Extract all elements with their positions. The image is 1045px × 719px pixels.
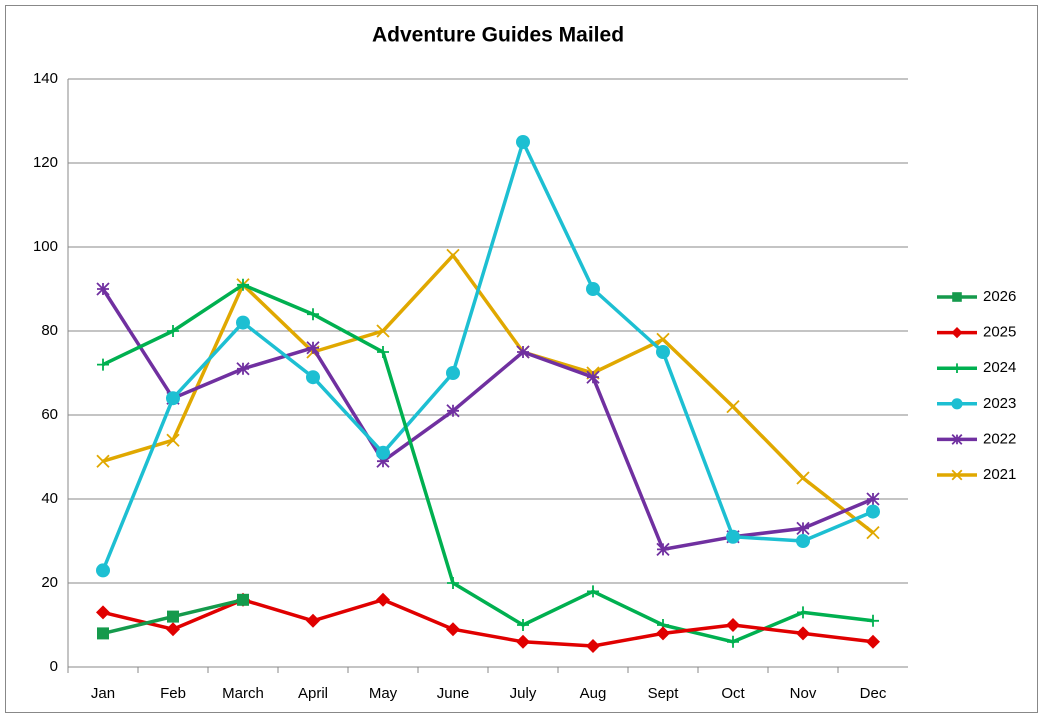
marker — [447, 577, 459, 589]
marker — [306, 341, 320, 355]
legend-label: 2023 — [983, 395, 1016, 412]
x-tick-label: July — [510, 685, 537, 702]
marker — [306, 613, 320, 628]
y-tick-label: 80 — [41, 322, 58, 339]
marker — [166, 391, 180, 406]
marker — [726, 529, 740, 544]
marker — [236, 362, 250, 376]
marker — [797, 606, 809, 619]
x-tick-label: May — [369, 685, 398, 702]
marker — [656, 332, 670, 347]
marker — [166, 433, 180, 447]
marker — [516, 345, 530, 359]
marker — [656, 626, 670, 641]
marker — [97, 627, 109, 640]
y-tick-label: 20 — [41, 574, 58, 591]
legend-marker — [952, 363, 962, 373]
x-tick-label: April — [298, 685, 328, 702]
series-line — [101, 140, 874, 572]
marker — [796, 626, 810, 641]
marker — [656, 345, 670, 359]
x-tick-label: June — [437, 685, 470, 702]
marker — [866, 492, 880, 506]
marker — [237, 278, 249, 291]
legend-marker — [951, 433, 963, 445]
marker — [727, 635, 739, 648]
marker — [446, 404, 460, 418]
x-tick-label: Nov — [790, 685, 817, 702]
marker — [796, 521, 810, 536]
chart-border — [5, 5, 1038, 713]
marker — [796, 471, 810, 485]
legend-marker — [952, 292, 962, 302]
x-tick-label: Aug — [580, 685, 607, 702]
y-tick-label: 120 — [33, 154, 58, 171]
marker — [377, 346, 389, 358]
legend-label: 2022 — [983, 430, 1016, 447]
legend-label: 2024 — [983, 359, 1016, 376]
marker — [96, 282, 110, 296]
marker — [516, 634, 530, 649]
x-tick-label: Oct — [721, 685, 745, 702]
marker — [517, 619, 529, 631]
series-line — [102, 283, 874, 644]
y-tick-label: 60 — [41, 406, 58, 423]
legend-label: 2026 — [983, 288, 1016, 305]
marker — [166, 622, 180, 637]
marker — [866, 525, 880, 540]
marker — [376, 592, 390, 607]
marker — [587, 585, 599, 598]
y-tick-label: 140 — [33, 70, 58, 87]
legend-marker — [951, 469, 963, 481]
marker — [96, 454, 110, 468]
marker — [167, 610, 179, 623]
marker — [236, 315, 250, 330]
marker — [376, 324, 390, 338]
marker — [307, 308, 319, 321]
marker — [516, 135, 530, 149]
marker — [586, 639, 600, 653]
y-tick-label: 100 — [33, 238, 58, 255]
legend-label: 2021 — [983, 466, 1016, 483]
marker — [446, 366, 460, 380]
marker — [656, 542, 670, 557]
marker — [446, 248, 460, 263]
marker — [167, 325, 179, 337]
marker — [866, 634, 880, 649]
marker — [867, 614, 879, 627]
marker — [376, 454, 390, 468]
marker — [306, 370, 320, 385]
x-tick-label: Dec — [860, 685, 887, 702]
series-line — [102, 598, 874, 648]
marker — [726, 618, 740, 632]
x-tick-label: Feb — [160, 685, 186, 702]
marker — [586, 370, 600, 384]
marker — [446, 622, 460, 637]
marker — [726, 399, 740, 414]
x-tick-label: Jan — [91, 685, 115, 702]
marker — [586, 282, 600, 296]
series-line — [102, 253, 875, 534]
marker — [376, 445, 390, 460]
marker — [97, 358, 109, 371]
x-tick-label: March — [222, 685, 264, 702]
chart-title: Adventure Guides Mailed — [372, 24, 624, 47]
legend-marker — [951, 327, 963, 339]
y-tick-label: 40 — [41, 490, 58, 507]
marker — [96, 563, 110, 578]
marker — [866, 504, 880, 519]
marker — [96, 605, 110, 620]
series-line — [101, 288, 874, 552]
marker — [796, 534, 810, 548]
y-tick-label: 0 — [50, 658, 58, 675]
legend-marker — [951, 398, 963, 410]
legend-label: 2025 — [983, 324, 1016, 341]
x-tick-label: Sept — [648, 685, 680, 702]
marker — [237, 593, 249, 606]
